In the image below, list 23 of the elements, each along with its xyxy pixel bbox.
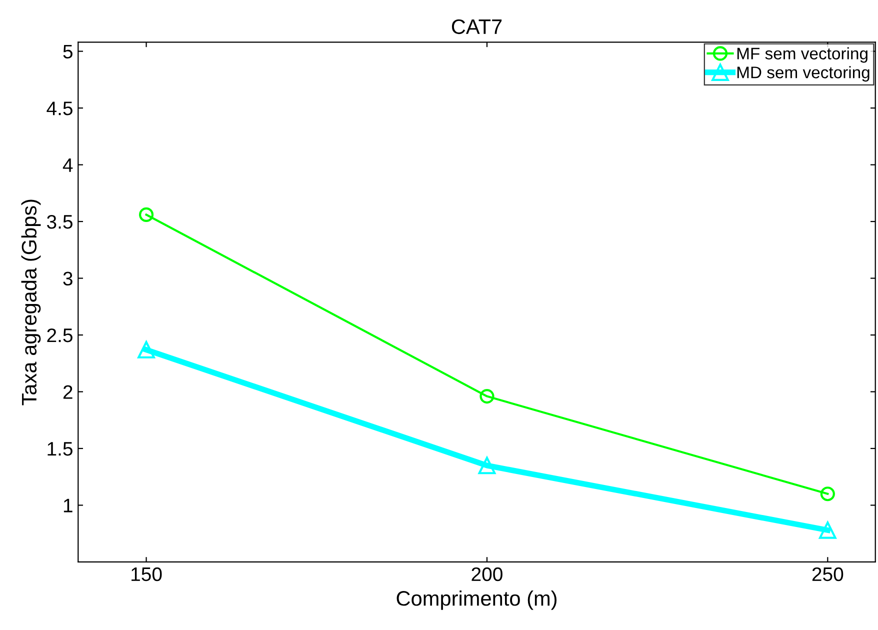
- legend-label: MD sem vectoring: [737, 66, 870, 82]
- x-tick-label: 250: [812, 567, 844, 582]
- x-tick-label: 200: [472, 567, 502, 582]
- y-tick-label: 5: [63, 44, 72, 59]
- point: [820, 486, 835, 502]
- y-axis-title: Taxa agregada (Gbps): [21, 200, 41, 406]
- y-tick-label: 3: [63, 272, 72, 286]
- y-tick-label: 1.5: [48, 442, 72, 456]
- x-tick-label: 150: [132, 567, 162, 582]
- y-tick-label: 2.5: [47, 328, 72, 342]
- point: [138, 341, 155, 358]
- chart-title: CAT7: [452, 19, 502, 34]
- y-tick-label: 3.5: [46, 214, 72, 229]
- x-axis-title: Comprimento (m): [396, 590, 556, 610]
- point: [818, 522, 836, 539]
- point: [138, 207, 154, 222]
- y-tick-label: 4.5: [46, 102, 72, 116]
- y-tick-label: 2: [63, 385, 72, 399]
- y-tick-label: 1: [64, 498, 72, 512]
- y-tick-label: 4: [62, 158, 73, 172]
- legend-label: MF sem vectoring: [737, 47, 868, 63]
- point: [480, 388, 494, 404]
- point: [478, 456, 496, 474]
